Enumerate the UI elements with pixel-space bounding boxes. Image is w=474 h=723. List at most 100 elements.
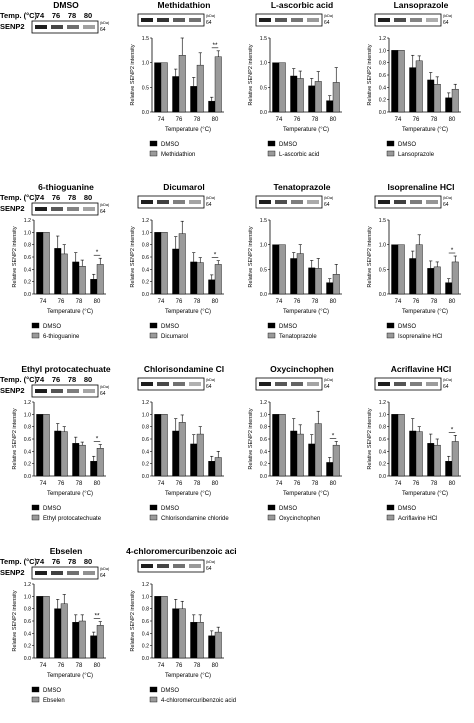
x-tick-label: 78 <box>76 481 83 487</box>
blot-band <box>157 200 169 204</box>
blot-band <box>35 25 47 29</box>
y-tick-label: 0.0 <box>24 474 31 480</box>
kda-unit-label: (kDa) <box>206 378 216 382</box>
y-tick-label: 1.0 <box>142 61 149 67</box>
legend-label: DMSO <box>43 688 61 694</box>
legend-label: DMSO <box>279 324 297 330</box>
bar-compound <box>214 56 222 113</box>
legend-label: Dicumarol <box>161 334 188 340</box>
chart-title: 6-thioguanine <box>38 182 94 192</box>
significance-label: * <box>96 249 99 256</box>
blot-band <box>291 382 303 386</box>
bar-dmso <box>90 460 98 477</box>
y-tick-label: 0.6 <box>24 619 31 625</box>
legend-label: DMSO <box>161 142 179 148</box>
y-axis-label: Relative SENP2 intensity <box>248 408 254 469</box>
x-tick-label: 76 <box>58 663 65 669</box>
x-tick-label: 78 <box>76 663 83 669</box>
x-tick-label: 76 <box>176 299 183 305</box>
chart-svg: Tenatoprazole (kDa) 64 0.0 0.5 1.0 1.5 Relative… <box>248 182 342 340</box>
kda-unit-label: (kDa) <box>100 567 110 571</box>
kda-value-label: 64 <box>100 573 106 579</box>
y-tick-label: 1.0 <box>379 243 386 249</box>
bar-compound <box>296 253 304 295</box>
y-tick-label: 1.0 <box>260 412 267 418</box>
temp-tick-label: 74 <box>36 11 45 20</box>
y-tick-label: 1.2 <box>142 582 149 588</box>
legend-swatch <box>267 332 276 339</box>
kda-unit-label: (kDa) <box>206 560 216 564</box>
blot-frame <box>31 20 99 34</box>
temp-tick-label: 74 <box>36 557 45 566</box>
legend-swatch <box>149 686 158 693</box>
temp-label: Temp. (°C) <box>0 11 38 20</box>
x-tick-label: 74 <box>395 299 402 305</box>
bar-compound <box>60 431 68 477</box>
x-axis-label: Temperature (°C) <box>47 309 93 315</box>
x-tick-label: 80 <box>449 299 456 305</box>
legend-swatch <box>386 140 395 147</box>
x-tick-label: 78 <box>312 117 319 123</box>
chart-panel-tenatoprazole: Tenatoprazole (kDa) 64 0.0 0.5 1.0 1.5 Relative… <box>236 182 354 354</box>
kda-value-label: 64 <box>324 202 330 208</box>
temp-tick-label: 76 <box>52 11 60 20</box>
chart-panel-chlorisondamine-cl: Chlorisondamine Cl (kDa) 64 0.0 0.2 0.4 0.6 0.8… <box>118 364 236 536</box>
blot-band <box>83 571 95 575</box>
bar-compound <box>196 622 204 659</box>
temp-tick-label: 74 <box>36 375 45 384</box>
x-axis-label: Temperature (°C) <box>283 491 329 497</box>
blot-band <box>141 18 153 22</box>
x-tick-label: 80 <box>212 481 219 487</box>
x-tick-label: 74 <box>158 481 165 487</box>
legend-label: DMSO <box>161 688 179 694</box>
x-tick-label: 76 <box>176 117 183 123</box>
blot-band <box>141 382 153 386</box>
blot-band <box>307 18 319 22</box>
bar-dmso <box>427 443 435 477</box>
bar-dmso <box>445 460 453 477</box>
bar-compound <box>160 62 168 113</box>
chart-panel-dmso: DMSO Temp. (°C) SENP2 74 76 78 80 (kDa) 64 <box>0 0 118 172</box>
y-tick-label: 0.4 <box>260 449 267 455</box>
x-tick-label: 76 <box>413 299 420 305</box>
y-tick-label: 0.2 <box>24 462 31 468</box>
bar-compound <box>332 274 340 295</box>
bar-compound <box>433 444 441 477</box>
bar-dmso <box>391 244 399 295</box>
bar-compound <box>415 60 423 113</box>
bar-dmso <box>36 232 44 295</box>
bar-compound <box>397 414 405 477</box>
significance-label: ** <box>212 42 218 49</box>
x-tick-label: 80 <box>94 663 101 669</box>
legend-swatch <box>149 150 158 157</box>
blot-band <box>275 382 287 386</box>
blot-band <box>378 18 390 22</box>
bar-compound <box>415 431 423 477</box>
bar-compound <box>314 81 322 113</box>
blot-band <box>259 382 271 386</box>
blot-band <box>410 382 422 386</box>
blot-band <box>426 200 438 204</box>
kda-unit-label: (kDa) <box>100 203 110 207</box>
bar-dmso <box>172 430 180 477</box>
bar-dmso <box>308 443 316 477</box>
blot-band <box>410 200 422 204</box>
kda-unit-label: (kDa) <box>206 14 216 18</box>
y-tick-label: 0.8 <box>24 243 31 249</box>
kda-unit-label: (kDa) <box>443 196 453 200</box>
kda-unit-label: (kDa) <box>324 196 334 200</box>
bar-compound <box>296 433 304 477</box>
y-tick-label: 1.2 <box>24 582 31 588</box>
y-tick-label: 0.0 <box>24 292 31 298</box>
y-tick-label: 0.0 <box>142 656 149 662</box>
y-tick-label: 0.0 <box>260 110 267 116</box>
blot-band <box>35 389 47 393</box>
y-axis-label: Relative SENP2 intensity <box>130 590 136 651</box>
blot-band <box>378 382 390 386</box>
blot-band <box>307 200 319 204</box>
bar-dmso <box>90 635 98 659</box>
bar-dmso <box>72 443 80 477</box>
chart-title: Tenatoprazole <box>274 182 331 192</box>
temp-tick-label: 80 <box>84 11 92 20</box>
